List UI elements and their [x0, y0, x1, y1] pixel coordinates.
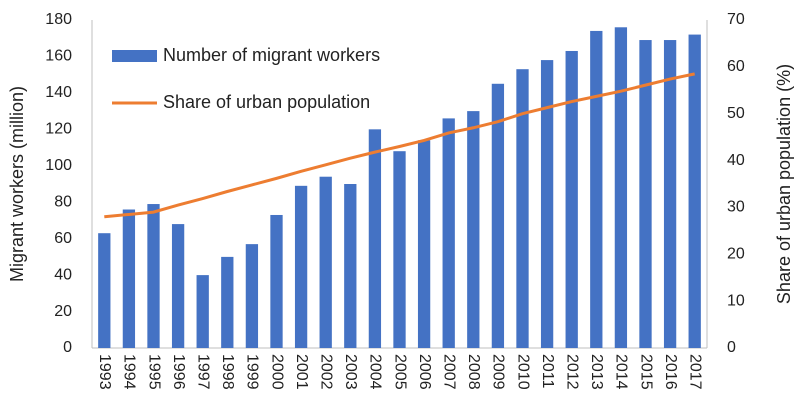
x-tick-label: 2001: [293, 354, 310, 390]
y2-tick-label: 60: [727, 58, 745, 75]
y2-tick-label: 0: [727, 339, 736, 356]
bar: [590, 30, 603, 349]
bar: [98, 233, 111, 348]
bar: [688, 34, 701, 348]
x-tick-label: 2011: [539, 354, 556, 389]
x-tick-label: 2004: [367, 354, 384, 390]
y2-tick-label: 30: [727, 199, 745, 216]
y-tick-label: 40: [54, 266, 72, 283]
x-tick-label: 2010: [514, 354, 531, 390]
y-tick-label: 60: [54, 230, 72, 247]
x-tick-label: 2012: [563, 354, 580, 390]
x-tick-label: 2008: [465, 354, 482, 390]
bar: [491, 83, 505, 349]
bar: [467, 111, 480, 348]
bar: [221, 256, 234, 348]
bar: [294, 185, 308, 348]
x-tick-label: 1999: [244, 354, 261, 390]
x-tick-label: 2014: [613, 354, 630, 390]
y-axis-title: Migrant workers (million): [7, 86, 27, 282]
x-tick-label: 1996: [170, 354, 187, 390]
legend-swatch: [112, 50, 157, 62]
y2-tick-label: 20: [727, 246, 745, 263]
y-tick-label: 140: [45, 84, 72, 101]
bar: [245, 244, 259, 348]
bar: [417, 140, 431, 348]
y-tick-label: 80: [54, 193, 72, 210]
bar: [516, 69, 529, 348]
bar: [319, 176, 332, 348]
bar: [270, 214, 283, 348]
bar: [639, 40, 652, 349]
y2-tick-label: 10: [727, 292, 745, 309]
y2-tick-label: 50: [727, 105, 745, 122]
y2-tick-label: 70: [727, 11, 745, 28]
x-tick-label: 2006: [416, 354, 433, 390]
x-tick-label: 2013: [588, 354, 605, 390]
legend-label: Number of migrant workers: [163, 45, 380, 65]
x-tick-label: 2005: [391, 354, 408, 390]
bar: [540, 60, 554, 348]
x-tick-label: 1998: [219, 354, 236, 390]
bar: [171, 224, 185, 348]
x-tick-label: 2015: [637, 354, 654, 390]
y2-axis-title: Share of urban population (%): [774, 64, 794, 304]
bar: [122, 209, 136, 348]
x-tick-label: 1997: [194, 354, 211, 390]
bar: [368, 129, 382, 348]
y2-tick-label: 40: [727, 152, 745, 169]
x-tick-label: 2016: [662, 354, 679, 390]
x-tick-label: 2009: [490, 354, 507, 390]
bar: [344, 184, 357, 348]
x-tick-label: 2007: [440, 354, 457, 390]
x-tick-label: 1995: [145, 354, 162, 390]
y-tick-label: 0: [63, 339, 72, 356]
bar: [614, 27, 628, 349]
line: [104, 72, 696, 219]
x-tick-label: 2017: [686, 354, 703, 390]
x-tick-label: 1994: [121, 354, 138, 390]
y-tick-label: 100: [45, 157, 72, 174]
x-tick-label: 2000: [268, 354, 285, 390]
y-tick-label: 180: [45, 11, 72, 28]
legend-label: Share of urban population: [163, 92, 370, 112]
x-tick-label: 1993: [96, 354, 113, 390]
bar: [196, 275, 209, 348]
x-tick-label: 2003: [342, 354, 359, 390]
y-tick-label: 20: [54, 303, 72, 320]
bar: [663, 40, 677, 349]
y-tick-label: 160: [45, 48, 72, 65]
bar: [565, 50, 578, 348]
bar: [442, 118, 455, 349]
bar: [393, 151, 406, 348]
y-tick-label: 120: [45, 121, 72, 138]
x-tick-label: 2002: [317, 354, 334, 390]
bar: [147, 204, 160, 348]
